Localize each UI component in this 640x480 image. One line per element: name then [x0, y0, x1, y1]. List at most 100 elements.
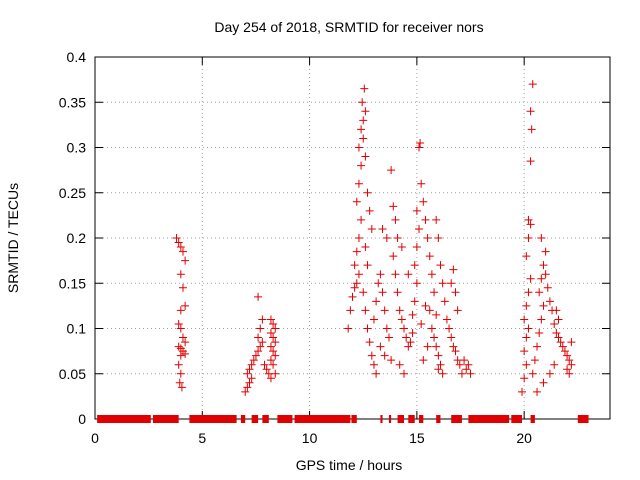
- data-point: [266, 374, 275, 383]
- data-point: [533, 342, 542, 351]
- data-point: [434, 365, 443, 374]
- data-point: [430, 333, 439, 342]
- data-point: [404, 342, 413, 351]
- data-point: [243, 383, 252, 392]
- data-point: [181, 256, 190, 265]
- data-point: [530, 356, 539, 365]
- data-point: [271, 324, 280, 333]
- data-point: [417, 319, 426, 328]
- data-point: [251, 351, 260, 360]
- x-tick-label: 20: [516, 430, 532, 446]
- data-point: [528, 369, 537, 378]
- data-point: [537, 234, 546, 242]
- data-point: [361, 306, 370, 315]
- y-axis-label: SRMTID / TECUs: [5, 183, 21, 293]
- data-point: [350, 261, 359, 270]
- data-point: [522, 301, 531, 310]
- data-point: [565, 369, 574, 378]
- data-point: [415, 143, 424, 152]
- data-point: [269, 333, 278, 342]
- data-point: [254, 347, 263, 356]
- data-point: [372, 369, 381, 378]
- data-point: [528, 80, 537, 89]
- data-point: [545, 369, 554, 378]
- data-point: [178, 333, 187, 342]
- data-point: [378, 288, 387, 297]
- y-tick-label: 0: [78, 411, 86, 427]
- data-point: [247, 360, 256, 369]
- data-point: [522, 360, 531, 369]
- data-point: [526, 157, 535, 166]
- data-point: [174, 238, 183, 247]
- data-point: [260, 360, 269, 369]
- y-tick-label: 0.1: [67, 321, 87, 337]
- data-point: [535, 288, 544, 297]
- data-point: [434, 351, 443, 360]
- data-point: [412, 279, 421, 288]
- data-point: [391, 270, 400, 279]
- data-point: [359, 116, 368, 125]
- data-point: [552, 306, 561, 315]
- data-point: [354, 270, 363, 279]
- data-point: [176, 369, 185, 378]
- data-point: [271, 351, 280, 360]
- y-tick-label: 0.15: [59, 275, 86, 291]
- data-point: [432, 215, 441, 224]
- data-point: [404, 270, 413, 279]
- data-point: [545, 297, 554, 306]
- data-point: [389, 252, 398, 261]
- data-point: [254, 292, 263, 301]
- data-point: [552, 329, 561, 338]
- data-point: [408, 310, 417, 319]
- data-point: [358, 98, 367, 107]
- data-point: [460, 356, 469, 365]
- data-point: [175, 378, 184, 387]
- data-point: [408, 329, 417, 338]
- data-point: [352, 197, 361, 206]
- data-point: [174, 342, 183, 351]
- data-point: [522, 333, 531, 342]
- data-point: [395, 360, 404, 369]
- data-point: [387, 166, 396, 175]
- data-point: [417, 179, 426, 188]
- data-point: [402, 333, 411, 342]
- data-point: [526, 220, 535, 229]
- x-axis-label: GPS time / hours: [296, 457, 403, 473]
- data-point: [537, 315, 546, 324]
- x-axis-ticks: 0 5 10 15 20: [91, 57, 532, 446]
- data-point: [176, 243, 185, 252]
- data-point: [445, 324, 454, 333]
- data-point: [247, 374, 256, 383]
- y-tick-label: 0.25: [59, 185, 86, 201]
- data-point: [419, 197, 428, 206]
- data-point: [416, 138, 425, 147]
- data-point: [526, 107, 535, 116]
- data-point: [176, 324, 185, 333]
- data-point: [380, 306, 389, 315]
- data-point: [391, 215, 400, 224]
- data-point: [350, 283, 359, 292]
- data-point: [550, 319, 559, 328]
- data-point: [412, 243, 421, 252]
- data-point: [367, 351, 376, 360]
- data-point: [421, 215, 430, 224]
- data-point: [449, 342, 458, 351]
- data-points: [97, 80, 589, 423]
- data-point: [438, 369, 447, 378]
- data-point: [563, 365, 572, 374]
- data-point: [537, 274, 546, 283]
- data-point: [363, 188, 372, 197]
- data-point: [363, 324, 372, 333]
- data-point: [174, 319, 183, 328]
- data-point: [554, 315, 563, 324]
- data-point: [425, 252, 434, 261]
- data-point: [550, 360, 559, 369]
- y-tick-label: 0.2: [67, 230, 87, 246]
- x-tick-label: 5: [198, 430, 206, 446]
- data-point: [249, 356, 258, 365]
- data-point: [361, 243, 370, 252]
- data-point: [374, 279, 383, 288]
- data-point: [389, 202, 398, 211]
- data-point: [453, 306, 462, 315]
- data-point: [406, 338, 415, 347]
